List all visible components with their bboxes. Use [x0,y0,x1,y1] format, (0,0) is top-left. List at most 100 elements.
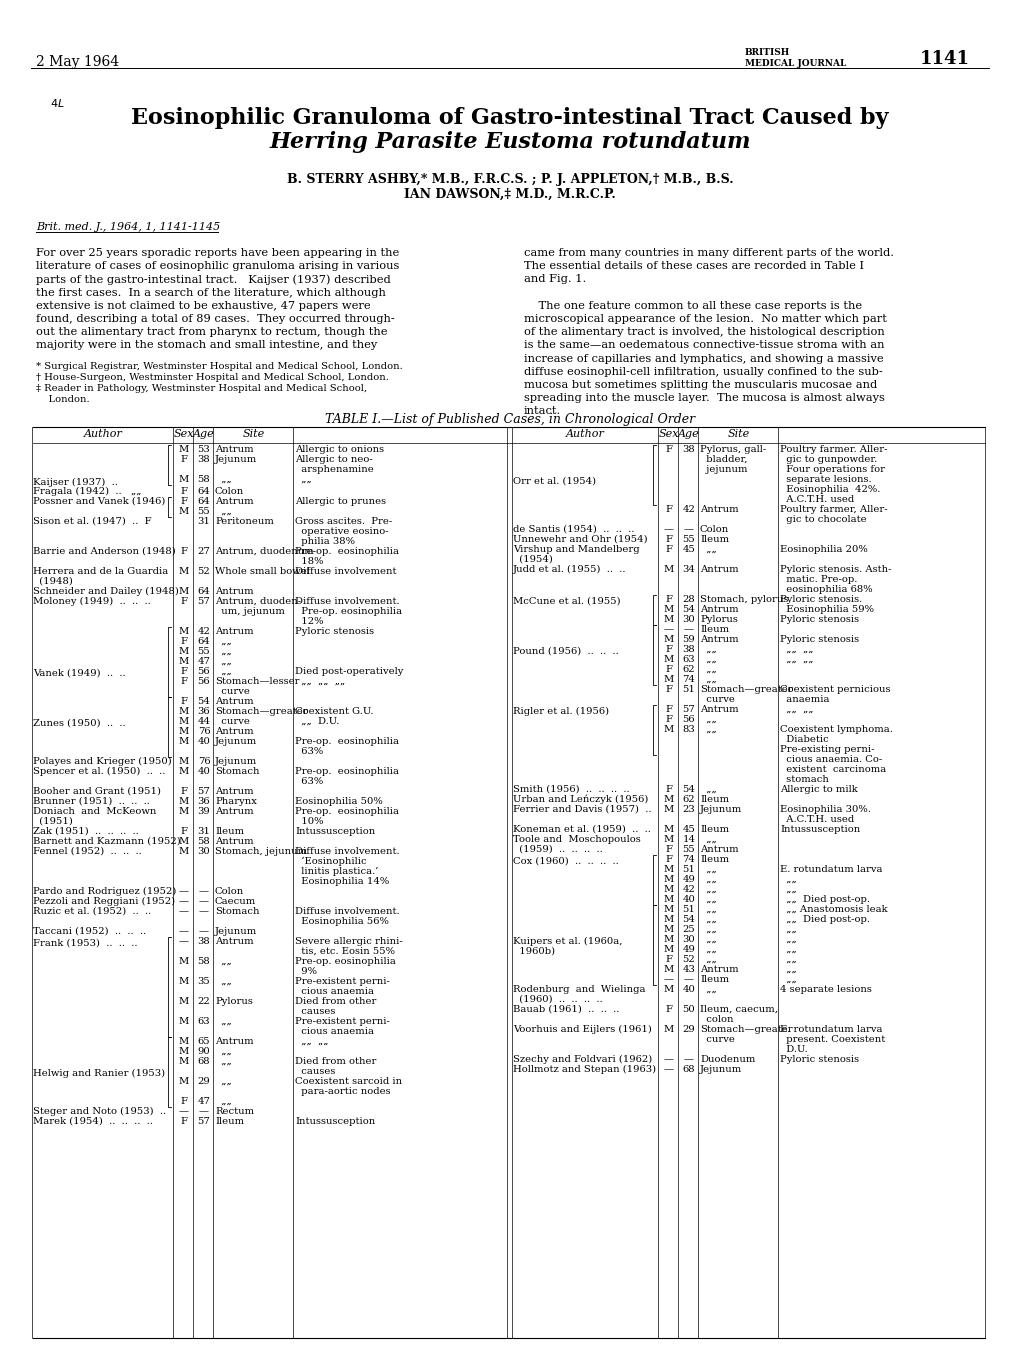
Text: 49: 49 [682,875,695,884]
Text: F: F [664,665,672,674]
Text: (1954): (1954) [513,554,552,564]
Text: 63%: 63% [294,778,323,786]
Text: 54: 54 [198,697,210,706]
Text: 56: 56 [682,715,695,724]
Text: Caecum: Caecum [215,897,256,906]
Text: Duodenum: Duodenum [699,1055,755,1064]
Text: M: M [663,884,674,894]
Text: M: M [178,657,189,665]
Text: Diabetic: Diabetic [780,735,828,743]
Text: 10%: 10% [294,817,323,826]
Text: 45: 45 [682,826,695,834]
Text: 54: 54 [682,605,695,615]
Text: Stomach: Stomach [215,908,259,916]
Text: Antrum: Antrum [215,445,254,455]
Text: „„: „„ [215,1017,231,1025]
Text: F: F [664,715,672,724]
Text: Pezzoli and Reggiani (1952): Pezzoli and Reggiani (1952) [33,897,175,906]
Text: Site: Site [728,428,749,439]
Text: Sex: Sex [658,428,679,439]
Text: M: M [663,835,674,845]
Text: 90: 90 [198,1047,210,1055]
Text: Ileum: Ileum [699,626,729,634]
Text: 38: 38 [198,936,210,946]
Text: „„: „„ [699,654,716,664]
Text: and Fig. 1.: and Fig. 1. [524,274,586,285]
Text: „„: „„ [699,935,716,945]
Text: —: — [178,887,189,895]
Text: 43: 43 [682,965,695,973]
Text: Stomach—greater: Stomach—greater [215,706,308,716]
Text: Coexistent G.U.: Coexistent G.U. [294,706,373,716]
Text: 29: 29 [682,1025,695,1034]
Text: Stomach, jejunum: Stomach, jejunum [215,847,307,856]
Text: „„: „„ [699,545,716,554]
Text: Pyloric stenosis: Pyloric stenosis [294,627,374,637]
Text: Antrum, duodenum: Antrum, duodenum [215,548,314,556]
Text: „„  „„: „„ „„ [780,705,813,715]
Text: Pyloric stenosis: Pyloric stenosis [780,615,858,624]
Text: Pre-existent perni-: Pre-existent perni- [294,977,389,986]
Text: 57: 57 [682,705,695,715]
Text: 63: 63 [682,654,695,664]
Text: 62: 62 [682,795,695,804]
Text: 42: 42 [198,627,210,637]
Text: Pre-existent perni-: Pre-existent perni- [294,1017,389,1025]
Text: Intussusception: Intussusception [780,826,859,834]
Text: M: M [663,965,674,973]
Text: Antrum: Antrum [699,565,738,574]
Text: „„: „„ [215,1047,231,1055]
Text: M: M [663,615,674,624]
Text: 58: 58 [198,957,210,967]
Text: spreading into the muscle layer.  The mucosa is almost always: spreading into the muscle layer. The muc… [524,393,884,404]
Text: Antrum: Antrum [215,697,254,706]
Text: Eosinophilia 59%: Eosinophilia 59% [780,605,873,615]
Text: 47: 47 [198,1097,210,1106]
Text: F: F [664,684,672,694]
Text: M: M [178,977,189,986]
Text: 36: 36 [198,706,210,716]
Text: „„: „„ [294,475,312,485]
Text: ‘Eosinophilic: ‘Eosinophilic [294,857,366,867]
Text: Eosinophilia 14%: Eosinophilia 14% [294,878,389,886]
Text: M: M [178,997,189,1006]
Text: —: — [178,908,189,916]
Text: F: F [180,548,187,556]
Text: Antrum: Antrum [699,505,738,513]
Text: M: M [178,627,189,637]
Text: Antrum: Antrum [215,1036,254,1046]
Text: Ileum: Ileum [699,795,729,804]
Text: M: M [663,935,674,945]
Text: bladder,: bladder, [699,455,747,464]
Text: F: F [180,678,187,686]
Text: Author: Author [84,428,122,439]
Text: „„: „„ [780,884,796,894]
Text: Eosinophilia 20%: Eosinophilia 20% [780,545,867,554]
Text: M: M [178,1077,189,1086]
Text: gic to chocolate: gic to chocolate [780,515,866,524]
Text: 56: 56 [198,667,210,676]
Text: M: M [178,445,189,455]
Text: 35: 35 [198,977,210,986]
Text: Pharynx: Pharynx [215,797,257,806]
Text: Stomach, pylorus: Stomach, pylorus [699,596,788,604]
Text: F: F [180,827,187,836]
Text: 40: 40 [682,986,695,994]
Text: 83: 83 [682,726,695,734]
Text: 52: 52 [682,956,695,964]
Text: M: M [663,895,674,904]
Text: 12%: 12% [294,617,323,626]
Text: M: M [663,675,674,684]
Text: separate lesions.: separate lesions. [780,475,871,485]
Text: M: M [178,737,189,746]
Text: Age: Age [678,428,699,439]
Text: M: M [663,925,674,934]
Text: Allergic to prunes: Allergic to prunes [294,497,386,507]
Text: mucosa but sometimes splitting the muscularis mucosae and: mucosa but sometimes splitting the muscu… [524,381,876,390]
Text: BRITISH: BRITISH [744,48,790,57]
Text: 31: 31 [198,517,210,526]
Text: M: M [663,875,674,884]
Text: F: F [664,784,672,794]
Text: Colon: Colon [215,487,244,496]
Text: 62: 62 [682,665,695,674]
